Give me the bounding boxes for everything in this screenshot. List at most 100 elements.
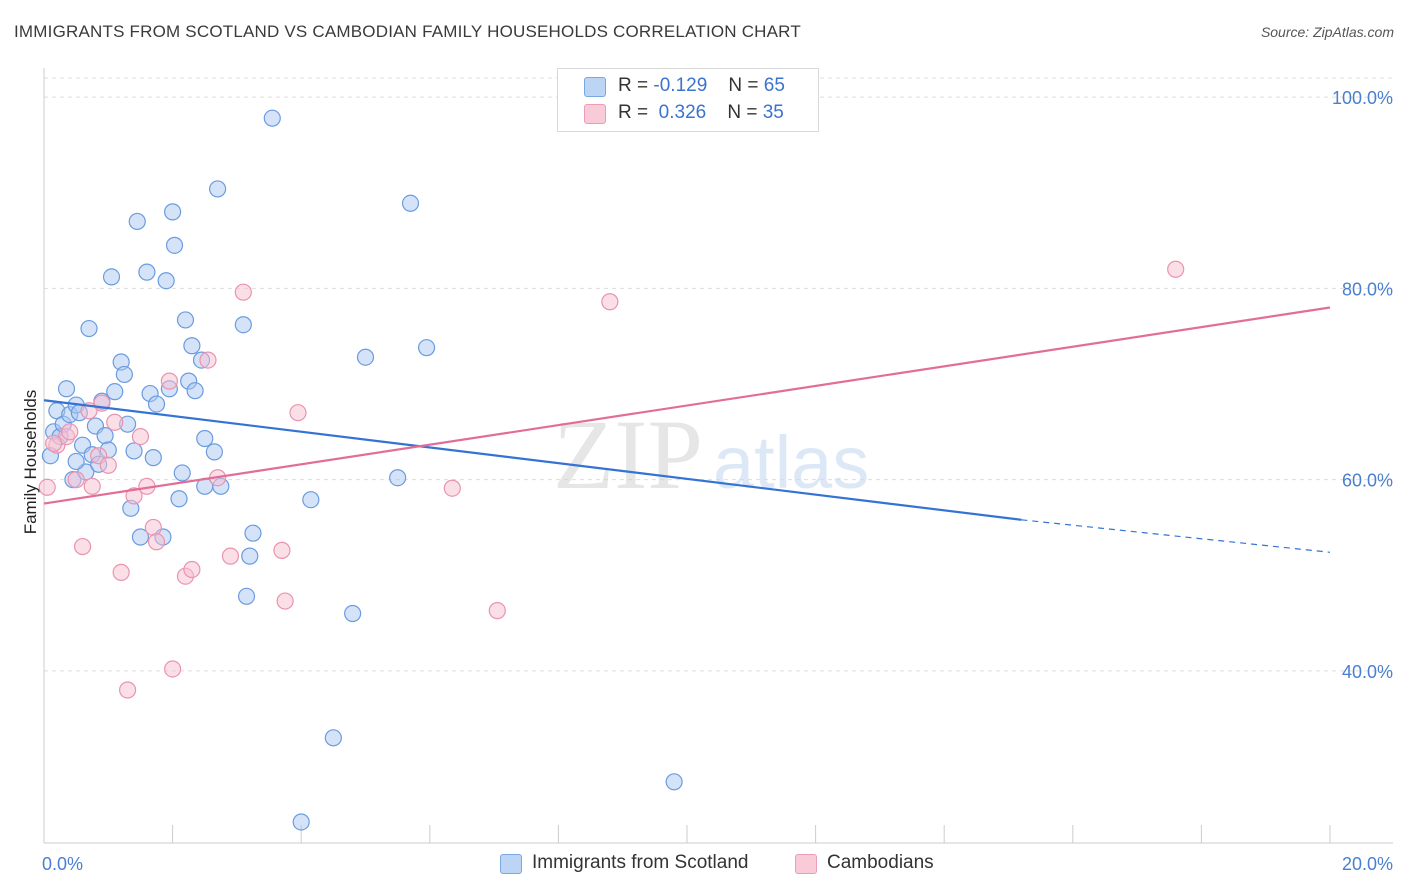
x-tick-label-min: 0.0% bbox=[42, 854, 83, 874]
bottom-legend-swatch-blue bbox=[500, 854, 522, 874]
cambodians-point bbox=[73, 537, 92, 556]
x-tick-label-max: 20.0% bbox=[1342, 854, 1393, 874]
cambodians-point bbox=[61, 423, 79, 441]
scotland-point bbox=[263, 109, 281, 127]
y-tick-label: 80.0% bbox=[1342, 279, 1393, 299]
scotland-point bbox=[196, 429, 214, 448]
legend-r-value: 0.326 bbox=[658, 102, 707, 123]
legend-n-label: N = bbox=[727, 102, 758, 123]
cambodians-point bbox=[118, 681, 137, 699]
cambodians-point bbox=[106, 413, 124, 431]
cambodians-trend-line bbox=[43, 306, 1331, 505]
cambodians-point bbox=[67, 471, 85, 489]
scotland-point bbox=[244, 524, 262, 542]
scotland-point bbox=[186, 382, 204, 400]
legend-r-label: R = bbox=[618, 102, 649, 123]
scotland-point bbox=[401, 194, 420, 212]
scotland-point bbox=[183, 337, 201, 355]
cambodians-point bbox=[125, 487, 143, 505]
scotland-point bbox=[138, 263, 156, 281]
scotland-point bbox=[417, 339, 436, 357]
scotland-point bbox=[128, 212, 146, 231]
cambodians-point bbox=[1167, 260, 1185, 278]
watermark-atlas: atlas bbox=[713, 421, 869, 504]
scotland-point bbox=[106, 383, 124, 401]
scotland-point bbox=[389, 469, 407, 487]
cambodians-point bbox=[83, 477, 101, 495]
scotland-point bbox=[665, 773, 683, 791]
cambodians-point bbox=[38, 478, 56, 496]
scotland-point bbox=[170, 490, 188, 508]
scotland-point bbox=[234, 316, 252, 334]
legend-n-label: N = bbox=[728, 75, 759, 96]
cambodians-point bbox=[164, 660, 182, 678]
scotland-point bbox=[237, 587, 256, 605]
tick-labels: 40.0% 60.0% 80.0% 100.0% 0.0% 20.0% bbox=[42, 88, 1393, 874]
cambodians-point bbox=[488, 602, 506, 620]
scotland-trend-line bbox=[43, 399, 1022, 521]
cambodians-point bbox=[276, 592, 294, 610]
scotland-point bbox=[302, 491, 320, 509]
legend-swatch-pink bbox=[584, 104, 606, 124]
bottom-legend-label: Immigrants from Scotland bbox=[532, 852, 749, 873]
watermark-zip: ZIP bbox=[553, 399, 703, 510]
scotland-point bbox=[292, 813, 310, 831]
cambodians-point bbox=[99, 456, 117, 474]
watermark: ZIP atlas bbox=[553, 399, 869, 510]
cambodians-point bbox=[273, 541, 291, 559]
cambodians-point bbox=[601, 293, 619, 311]
cambodians-point bbox=[147, 533, 166, 551]
scotland-trend-extension bbox=[1021, 519, 1331, 553]
y-tick-label: 60.0% bbox=[1342, 471, 1393, 491]
legend-text-cambodians: R = 0.326 N = 35 bbox=[618, 102, 784, 124]
scotland-point bbox=[205, 443, 223, 461]
bottom-legend-swatch-pink bbox=[795, 854, 817, 874]
scotland-point bbox=[324, 729, 342, 747]
y-tick-label: 100.0% bbox=[1332, 88, 1393, 108]
scotland-point bbox=[209, 180, 227, 198]
chart-title: IMMIGRANTS FROM SCOTLAND VS CAMBODIAN FA… bbox=[14, 22, 801, 41]
scotland-point bbox=[241, 547, 259, 565]
scotland-point bbox=[157, 272, 175, 290]
scotland-point bbox=[115, 365, 133, 384]
scotland-point bbox=[144, 449, 162, 467]
bottom-legend: Immigrants from Scotland Cambodians bbox=[0, 852, 1406, 878]
legend-n-value: 35 bbox=[762, 102, 784, 123]
legend-text-scotland: R = -0.129 N = 65 bbox=[618, 75, 785, 97]
cambodians-point bbox=[45, 434, 63, 452]
cambodians-point bbox=[443, 479, 461, 497]
source-credit: Source: ZipAtlas.com bbox=[1260, 24, 1394, 40]
scotland-point bbox=[165, 236, 184, 254]
trend-lines bbox=[43, 306, 1331, 553]
cambodians-point bbox=[112, 563, 130, 581]
scotland-point bbox=[147, 395, 166, 413]
scotland-point bbox=[356, 348, 375, 366]
legend-r-label: R = bbox=[618, 75, 649, 96]
stats-legend: R = -0.129 N = 65 R = 0.326 N = 35 bbox=[557, 68, 819, 132]
scotland-point bbox=[125, 442, 143, 460]
cambodians-point bbox=[199, 351, 217, 369]
scotland-point bbox=[164, 203, 182, 221]
cambodians-point bbox=[221, 547, 240, 565]
scotland-point bbox=[131, 528, 150, 546]
scotland-point bbox=[96, 427, 114, 445]
scotland-point bbox=[102, 268, 121, 286]
scotland-point bbox=[67, 452, 85, 471]
cambodians-point bbox=[234, 283, 252, 301]
scotland-point bbox=[344, 604, 362, 623]
scotland-point bbox=[176, 311, 195, 329]
cambodians-point bbox=[183, 560, 201, 579]
gridlines bbox=[44, 77, 1392, 672]
cambodians-point bbox=[131, 427, 150, 446]
y-tick-label: 40.0% bbox=[1342, 662, 1393, 682]
scotland-point bbox=[57, 380, 76, 398]
cambodians-point bbox=[144, 518, 162, 537]
scotland-point bbox=[173, 464, 191, 482]
y-axis-title: Family Households bbox=[21, 390, 40, 535]
cambodians-point bbox=[160, 372, 178, 390]
cambodians-point bbox=[289, 404, 307, 422]
legend-r-value: -0.129 bbox=[653, 75, 708, 96]
legend-swatch-blue bbox=[584, 77, 606, 97]
bottom-legend-label: Cambodians bbox=[827, 852, 934, 873]
